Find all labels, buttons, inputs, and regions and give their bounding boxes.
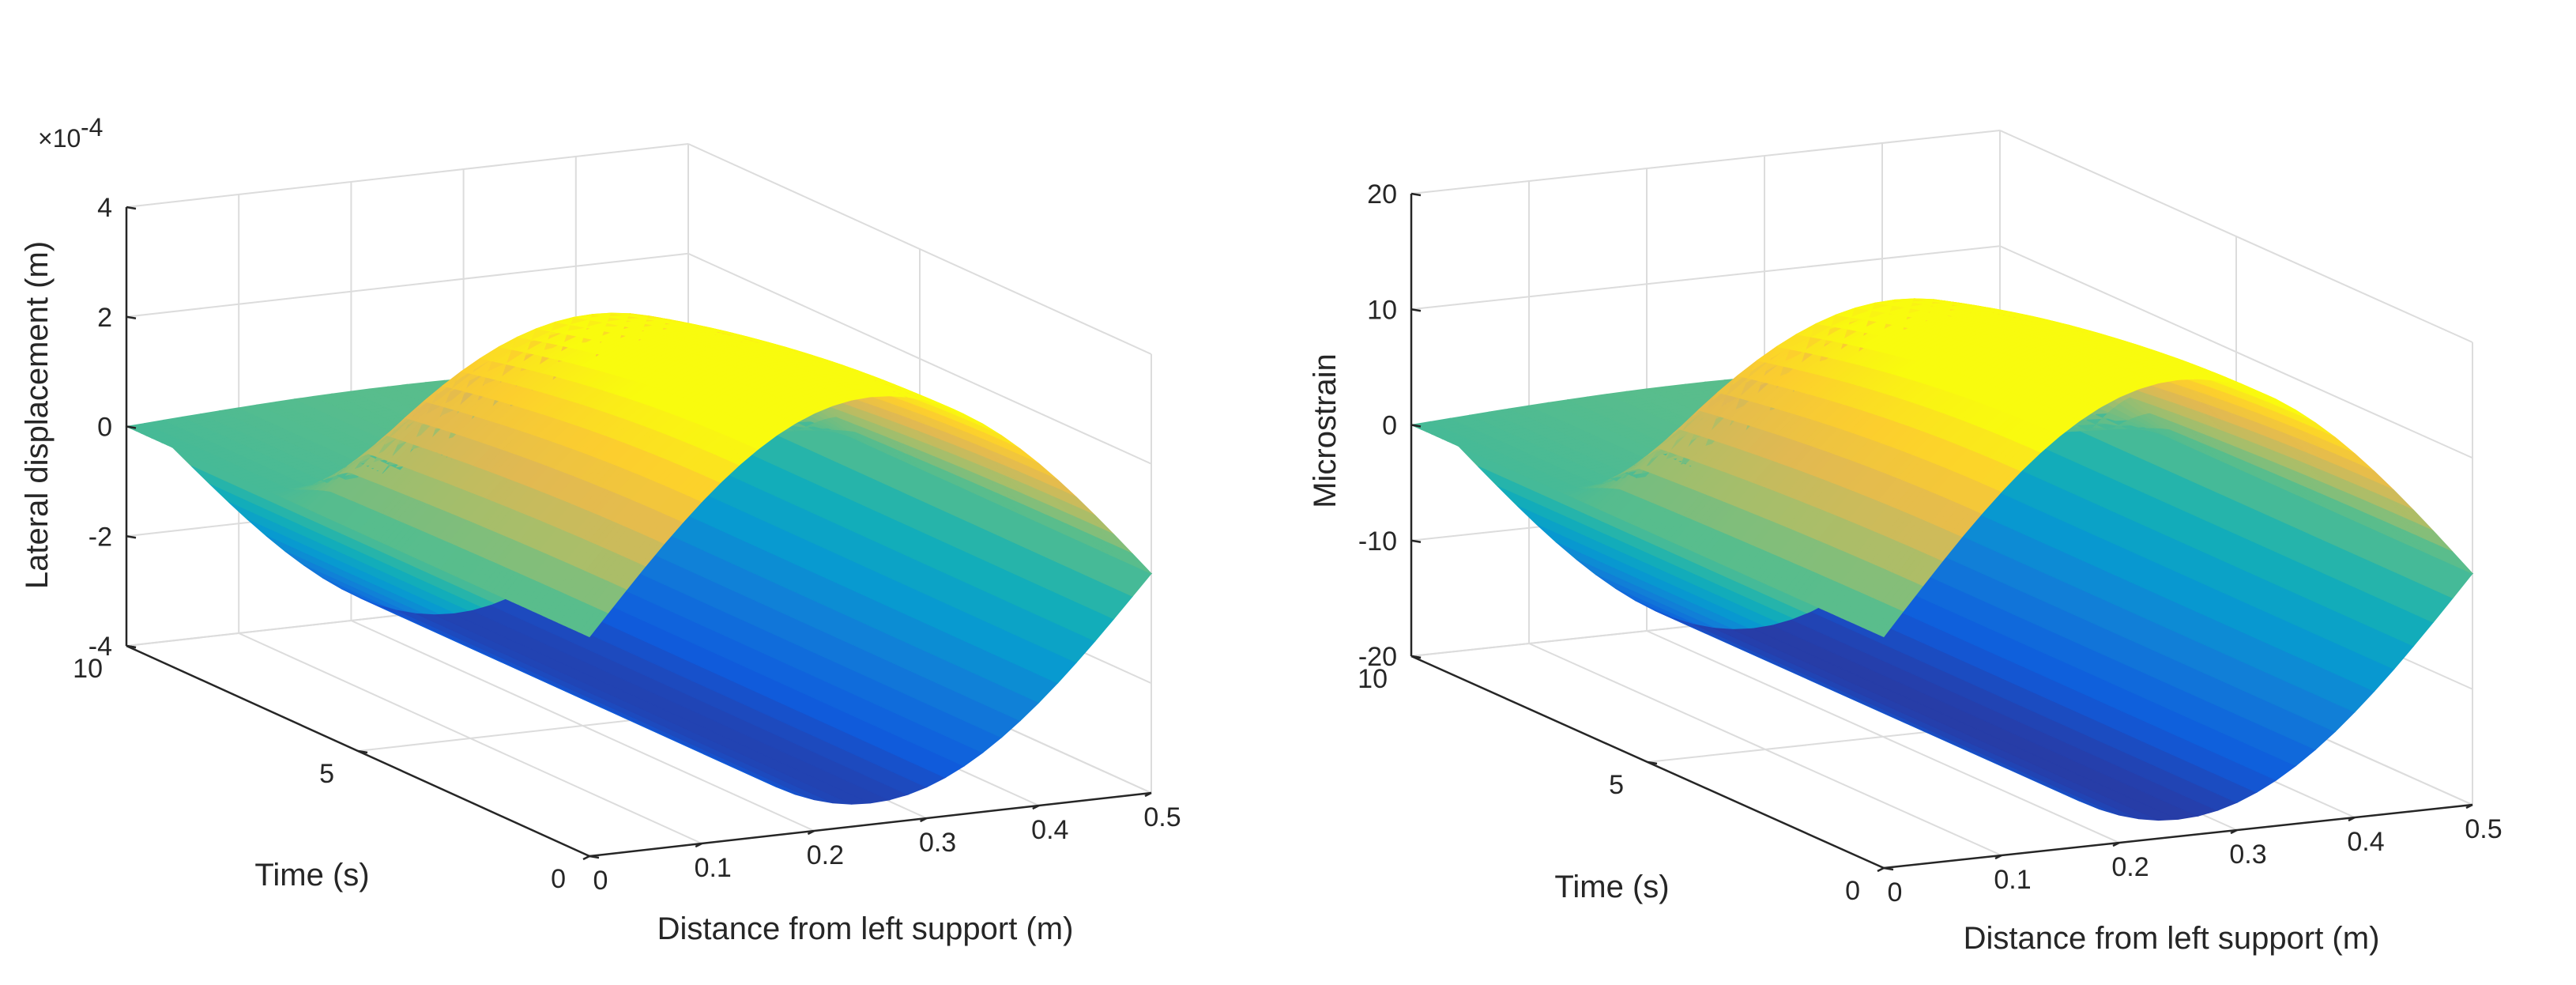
surface (125, 312, 1153, 805)
x-axis-label: Distance from left support (m) (657, 911, 1074, 946)
x-tick-label: 0.5 (1143, 802, 1181, 832)
x-tick-label: 0.2 (807, 840, 844, 870)
x-axis-line (589, 791, 1152, 858)
z-tick-mark (126, 535, 137, 539)
axes: 0 0.1 0.2 0.3 0.4 0.5 0 5 10-4 -2 0 2 4 (73, 193, 1181, 896)
z-tick-label: 0 (97, 413, 112, 443)
z-tick-mark (126, 644, 137, 649)
y-tick-mark (589, 855, 600, 859)
x-tick-mark (1032, 804, 1040, 810)
z-tick-mark (126, 425, 137, 429)
y-tick-label: 0 (551, 864, 566, 894)
z-tick-mark (126, 206, 137, 210)
microstrain-surface-plot: 0 0.1 0.2 0.3 0.4 0.50510-20-1001020Distance … (1308, 130, 2503, 956)
gridline (126, 143, 689, 208)
x-tick-mark (807, 829, 815, 836)
gridline (687, 143, 1152, 355)
z-exponent-power: -4 (81, 113, 103, 142)
y-tick-label: 10 (73, 654, 103, 684)
x-tick-mark (582, 855, 590, 861)
z-tick-label: -4 (89, 632, 112, 662)
z-tick-label: 2 (97, 303, 112, 333)
gridline (687, 252, 1152, 465)
gridline (126, 252, 689, 318)
x-tick-label: 0.4 (1031, 815, 1068, 845)
x-tick-mark (1144, 791, 1152, 798)
gridline (1999, 130, 2473, 343)
surface-patch (1127, 551, 1152, 574)
x-tick-label: 0 (593, 866, 608, 896)
y-axis-label: Time (s) (254, 858, 369, 893)
x-tick-mark (695, 842, 702, 848)
y-tick-label: 5 (319, 759, 334, 789)
gridline (1999, 245, 2473, 459)
z-exponent-multiplier: ×10 (38, 124, 81, 153)
z-tick-label: 4 (97, 193, 112, 223)
z-tick-label: -2 (89, 522, 112, 552)
x-tick-mark (920, 817, 928, 823)
x-tick-label: 0.1 (695, 853, 732, 883)
gridline (1410, 245, 2001, 311)
gridline (1410, 130, 2001, 194)
y-tick-mark (357, 749, 368, 754)
z-axis-label: Lateral displacement (m) (20, 241, 55, 589)
z-tick-mark (126, 315, 137, 319)
x-tick-label: 0.3 (919, 828, 956, 858)
surface (1410, 298, 2474, 821)
